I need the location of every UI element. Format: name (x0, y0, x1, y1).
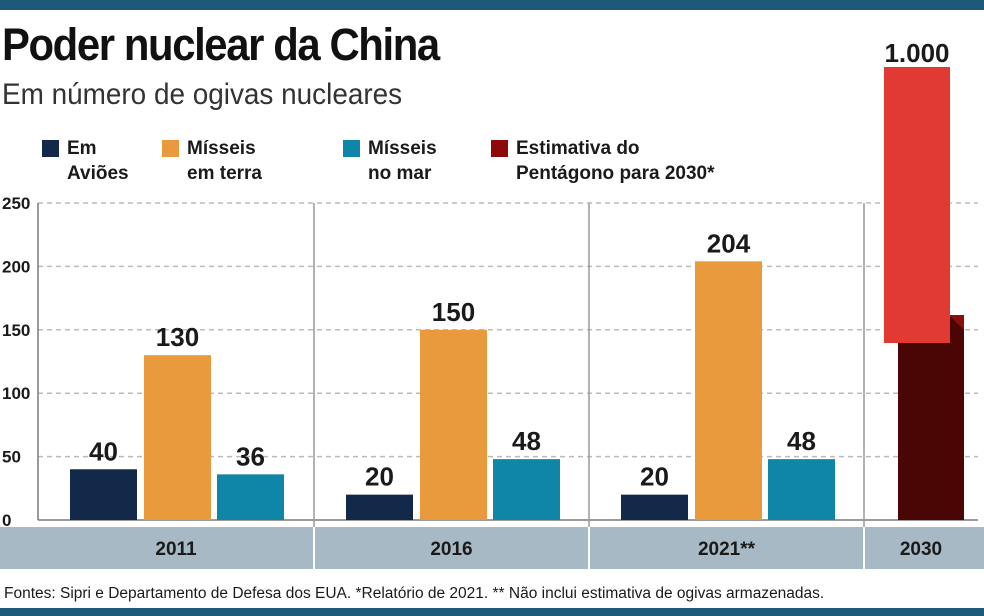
x-tick-label: 2021** (698, 539, 756, 560)
legend-label-line1: Estimativa do (516, 138, 640, 159)
bar (420, 329, 487, 520)
bar-projection-highlight (884, 67, 950, 343)
bar (217, 474, 284, 520)
legend-label-misseis-mar: Mísseis no mar (368, 136, 608, 186)
y-tick-label: 200 (2, 257, 30, 276)
chart-plot: 0501001502002504013036201120150482016202… (0, 38, 984, 569)
bar (695, 261, 762, 520)
legend-label-line2: Aviões (67, 163, 129, 184)
legend-swatch-misseis-terra (162, 140, 179, 157)
y-tick-label: 150 (2, 321, 30, 340)
x-tick-label: 2016 (430, 539, 472, 560)
legend-label-line2: no mar (368, 163, 432, 184)
x-tick-label: 2011 (155, 539, 197, 560)
data-label: 40 (89, 436, 118, 466)
data-label: 204 (707, 228, 751, 258)
bar-projection (898, 315, 964, 520)
data-label: 130 (156, 322, 199, 352)
legend-label-avioes: Em Aviões (67, 136, 307, 186)
bar (346, 494, 413, 520)
data-label: 20 (365, 462, 394, 492)
top-border (0, 0, 984, 10)
bar (621, 494, 688, 520)
bar (70, 469, 137, 520)
x-axis-band (0, 527, 984, 569)
data-label: 150 (432, 297, 475, 327)
y-tick-label: 50 (2, 448, 21, 467)
legend-label-estimativa: Estimativa do Pentágono para 2030* (516, 136, 756, 186)
bottom-border (0, 608, 984, 616)
data-label-projection: 1.000 (884, 38, 949, 68)
legend-label-line2: Pentágono para 2030* (516, 163, 715, 184)
data-label: 20 (640, 462, 669, 492)
y-tick-label: 0 (2, 511, 11, 530)
data-label: 48 (512, 426, 541, 456)
bar (493, 459, 560, 520)
source-note: Fontes: Sipri e Departamento de Defesa d… (4, 585, 825, 602)
legend-label-line2: em terra (187, 163, 262, 184)
x-tick-label: 2030 (900, 539, 942, 560)
y-tick-label: 250 (2, 194, 30, 213)
bar (144, 355, 211, 520)
legend-label-line1: Em (67, 138, 97, 159)
data-label: 36 (236, 441, 265, 471)
chart-subtitle: Em número de ogivas nucleares (2, 78, 403, 111)
bar-projection-fold (949, 315, 964, 330)
legend-swatch-estimativa (491, 140, 508, 157)
legend-label-line1: Mísseis (368, 138, 437, 159)
legend-label-line1: Mísseis (187, 138, 256, 159)
legend-label-misseis-terra: Mísseis em terra (187, 136, 427, 186)
y-tick-label: 100 (2, 384, 30, 403)
data-label: 48 (787, 426, 816, 456)
chart-title: Poder nuclear da China (2, 19, 440, 70)
legend-swatch-avioes (42, 140, 59, 157)
bar (768, 459, 835, 520)
legend-swatch-misseis-mar (343, 140, 360, 157)
